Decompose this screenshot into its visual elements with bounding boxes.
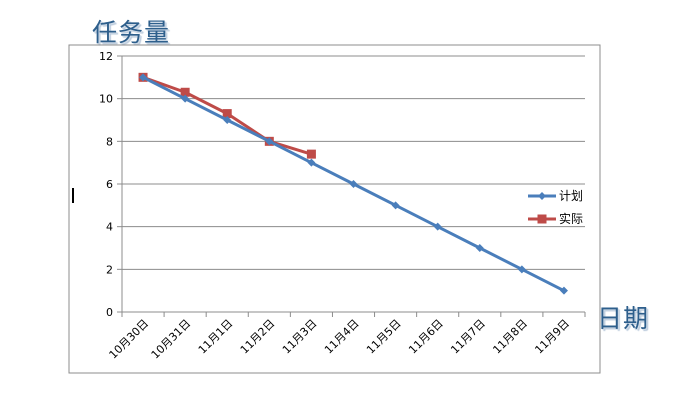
x-tick-label: 11月4日 (322, 317, 362, 357)
data-point-0 (223, 116, 232, 124)
x-tick-label: 11月6日 (406, 317, 446, 357)
legend-marker (537, 214, 547, 224)
y-tick-label: 8 (106, 135, 113, 148)
x-tick-label: 11月7日 (448, 317, 488, 357)
x-tick-label: 10月30日 (107, 317, 152, 362)
x-tick-label: 11月3日 (280, 317, 320, 357)
x-axis-title: 日期 (597, 304, 650, 333)
y-axis-title: 任务量 (92, 18, 171, 47)
data-point-0 (517, 265, 526, 274)
data-point-0 (475, 244, 484, 252)
x-tick-label: 11月2日 (238, 317, 278, 357)
data-point-0 (307, 158, 316, 167)
x-tick-label: 11月9日 (532, 317, 572, 357)
data-point-0 (391, 201, 400, 210)
x-tick-label: 11月1日 (196, 317, 236, 357)
x-tick-label: 11月5日 (364, 317, 404, 357)
y-tick-label: 4 (106, 221, 113, 234)
legend-label: 计划 (559, 189, 583, 203)
data-point-0 (559, 286, 568, 295)
legend-label: 实际 (559, 211, 583, 226)
y-tick-label: 12 (99, 50, 113, 63)
x-tick-label: 10月31日 (149, 317, 194, 362)
series-group (138, 72, 568, 295)
y-tick-label: 6 (106, 178, 113, 191)
data-point-1 (306, 149, 316, 159)
y-tick-labels: 0 2 4 6 8 10 12 (99, 50, 122, 319)
data-point-0 (181, 94, 190, 103)
data-point-0 (139, 73, 148, 82)
y-tick-label: 0 (106, 306, 113, 319)
y-tick-label: 10 (99, 93, 113, 106)
y-tick-label: 2 (106, 263, 113, 276)
data-point-1 (180, 87, 190, 97)
data-point-1 (222, 109, 232, 119)
data-point-0 (349, 180, 358, 188)
data-point-0 (265, 137, 274, 146)
text-cursor (72, 188, 74, 203)
legend-marker (538, 192, 546, 200)
x-tick-label: 11月8日 (490, 317, 530, 357)
data-point-0 (433, 222, 442, 231)
chart-border (68, 44, 601, 374)
